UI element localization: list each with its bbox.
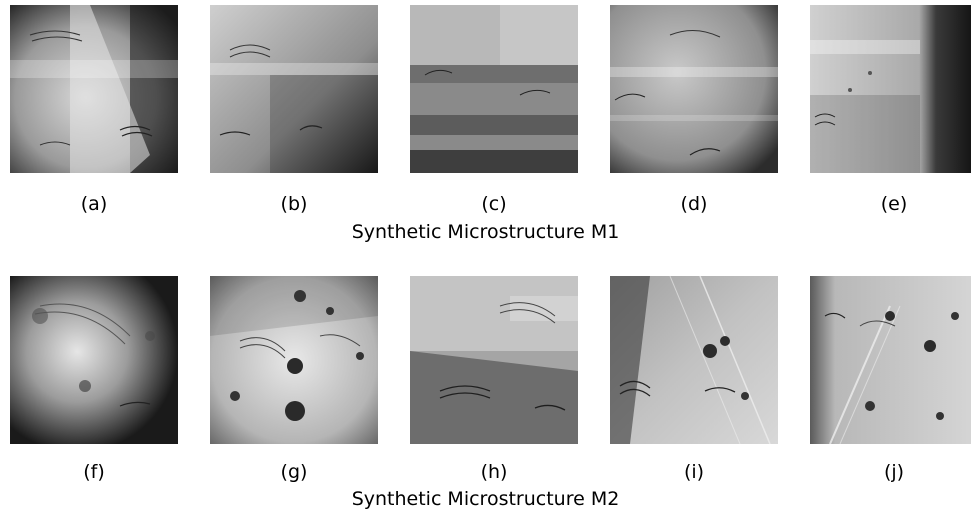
micrograph-a (10, 5, 178, 173)
micrograph-d (610, 5, 778, 173)
panel-label-d: (d) (680, 193, 708, 215)
micrograph-f (10, 276, 178, 444)
micrograph-b (210, 5, 378, 173)
micrograph-j (810, 276, 971, 444)
panel-label-e: (e) (880, 193, 908, 215)
micrograph-c (410, 5, 578, 173)
micrograph-e (810, 5, 971, 173)
micrograph-h (410, 276, 578, 444)
panel-label-g: (g) (280, 461, 308, 483)
row-caption-m2: Synthetic Microstructure M2 (351, 488, 620, 510)
panel-label-j: (j) (883, 461, 905, 483)
panel-label-c: (c) (481, 193, 507, 215)
row-caption-m1: Synthetic Microstructure M1 (351, 221, 620, 243)
micrograph-i (610, 276, 778, 444)
panel-label-h: (h) (480, 461, 508, 483)
panel-label-b: (b) (280, 193, 308, 215)
panel-label-a: (a) (80, 193, 108, 215)
micrograph-g (210, 276, 378, 444)
panel-label-f: (f) (83, 461, 105, 483)
panel-label-i: (i) (683, 461, 705, 483)
